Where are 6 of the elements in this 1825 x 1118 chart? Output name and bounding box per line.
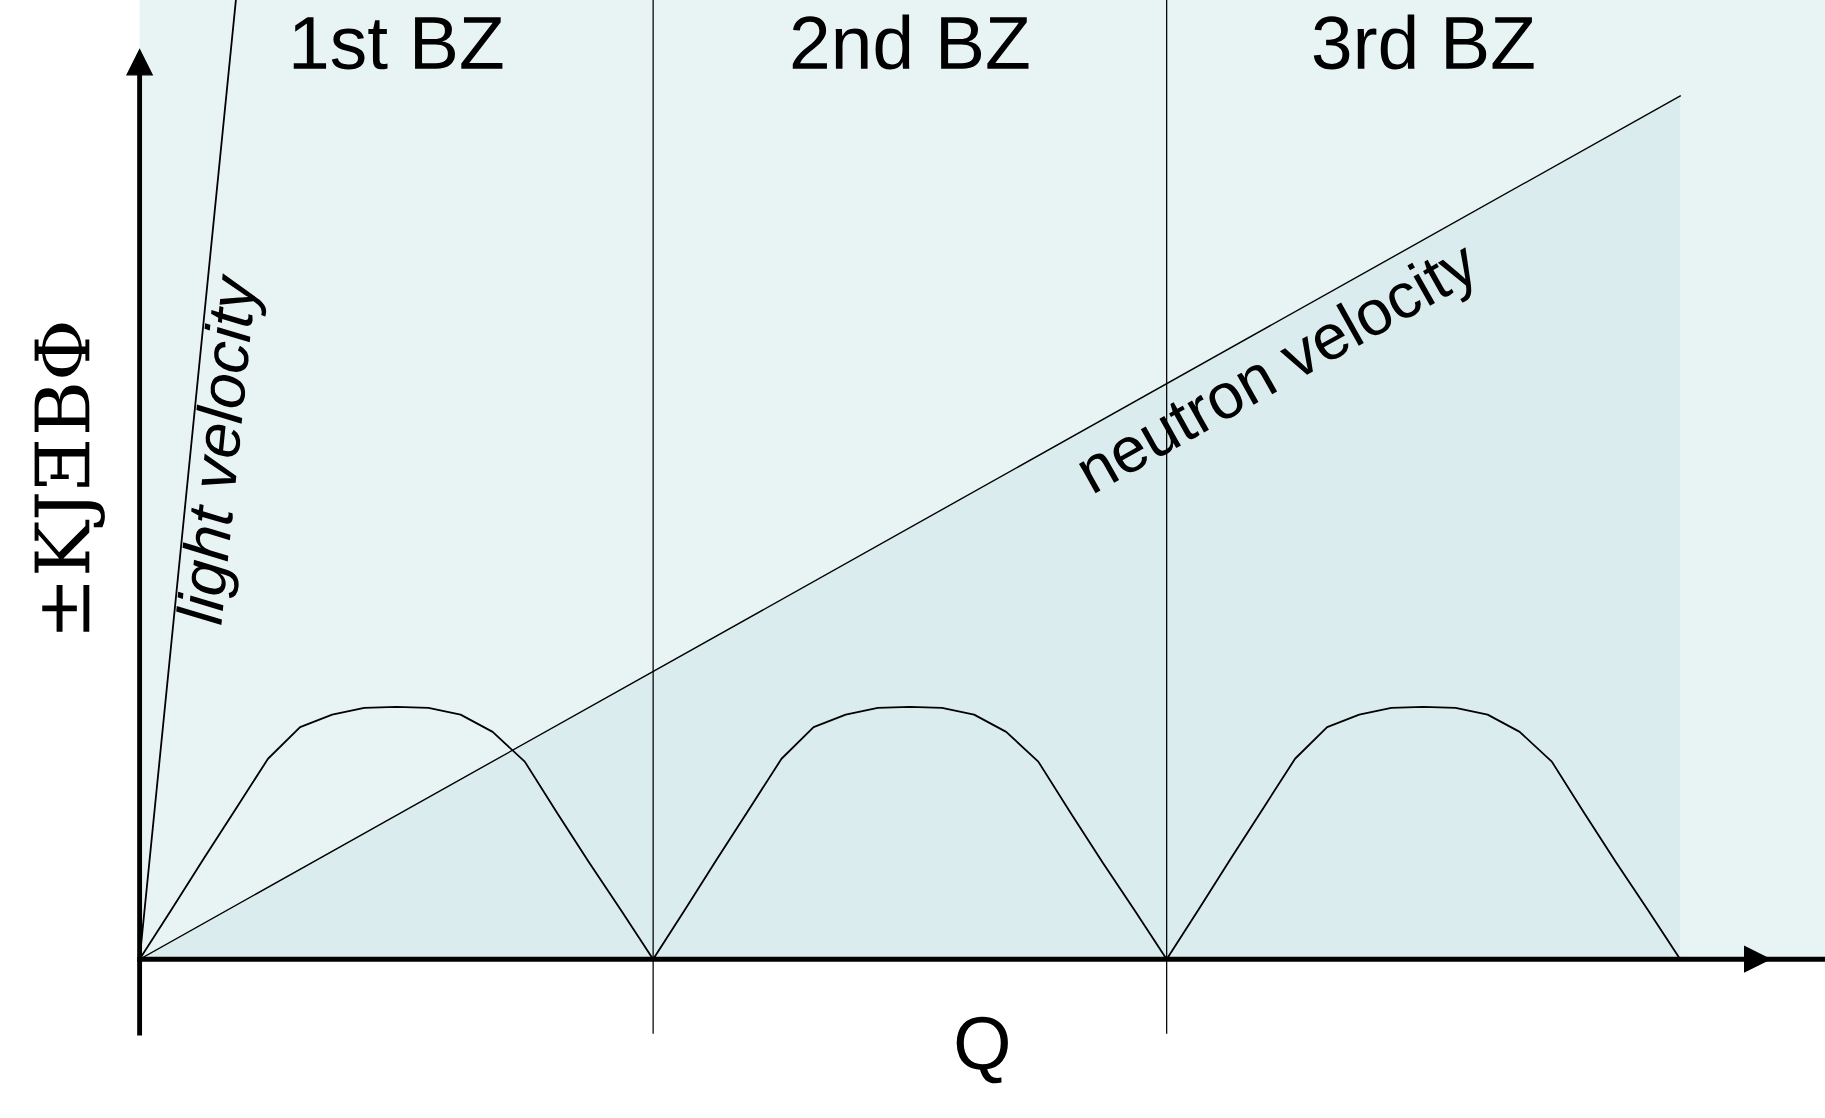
annotation: 3rd BZ: [1313, 14, 1534, 70]
text: light velocity: [175, 272, 270, 627]
annotation: 2nd BZ: [792, 14, 1029, 70]
x-axis-title: Q: [956, 1016, 1008, 1084]
y-axis-title: ±KJƎBΦ: [34, 323, 105, 632]
annotation: 1st BZ: [293, 17, 503, 70]
